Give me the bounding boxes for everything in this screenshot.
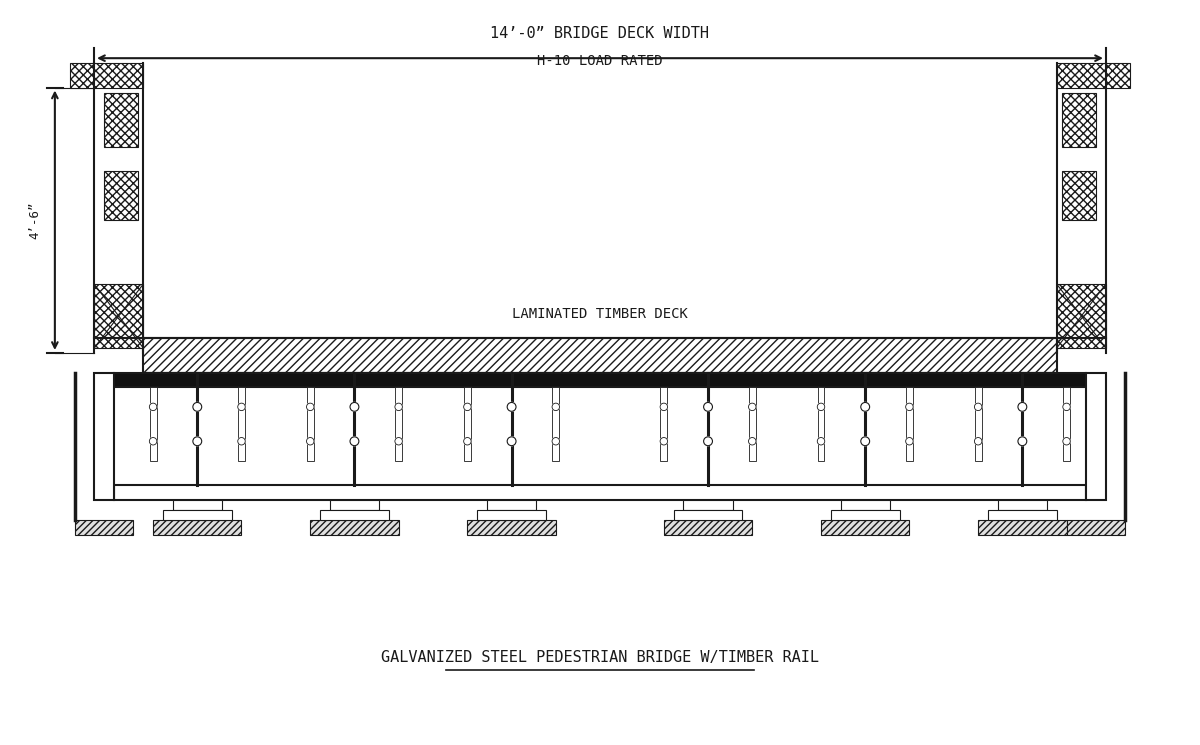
Circle shape: [817, 403, 824, 410]
Bar: [114, 486, 1086, 500]
Bar: [74, 520, 133, 535]
Bar: [307, 387, 313, 461]
Circle shape: [552, 437, 559, 445]
Circle shape: [817, 437, 824, 445]
Bar: [906, 387, 913, 461]
Circle shape: [149, 403, 157, 410]
Circle shape: [463, 403, 472, 410]
Circle shape: [395, 403, 402, 410]
Bar: [143, 338, 1057, 372]
Bar: [70, 63, 143, 88]
Bar: [1063, 387, 1070, 461]
Circle shape: [749, 437, 756, 445]
Bar: [464, 387, 470, 461]
Bar: [114, 372, 1086, 387]
Bar: [94, 372, 114, 500]
Bar: [320, 510, 389, 520]
Bar: [1067, 520, 1126, 535]
Bar: [552, 387, 559, 461]
Bar: [478, 510, 546, 520]
Bar: [330, 500, 379, 510]
Circle shape: [1018, 437, 1027, 446]
Text: LAMINATED TIMBER DECK: LAMINATED TIMBER DECK: [512, 306, 688, 320]
Bar: [998, 500, 1046, 510]
Circle shape: [508, 402, 516, 411]
Text: 14’-0” BRIDGE DECK WIDTH: 14’-0” BRIDGE DECK WIDTH: [491, 26, 709, 41]
Circle shape: [906, 403, 913, 410]
Bar: [988, 510, 1057, 520]
Circle shape: [350, 437, 359, 446]
Circle shape: [660, 437, 667, 445]
Bar: [150, 387, 156, 461]
Bar: [1057, 284, 1106, 348]
Circle shape: [238, 437, 245, 445]
Circle shape: [860, 402, 870, 411]
Bar: [664, 520, 752, 535]
Circle shape: [660, 403, 667, 410]
Bar: [821, 520, 910, 535]
Circle shape: [974, 437, 982, 445]
Bar: [173, 500, 222, 510]
Bar: [978, 520, 1067, 535]
Bar: [1062, 171, 1096, 221]
Bar: [104, 92, 138, 147]
Text: 4’-6”: 4’-6”: [29, 201, 42, 239]
Bar: [104, 171, 138, 221]
Circle shape: [974, 403, 982, 410]
Circle shape: [306, 437, 314, 445]
Circle shape: [306, 403, 314, 410]
Circle shape: [238, 403, 245, 410]
Bar: [154, 520, 241, 535]
Text: H-10 LOAD RATED: H-10 LOAD RATED: [538, 54, 662, 68]
Circle shape: [193, 437, 202, 446]
Bar: [163, 510, 232, 520]
Bar: [468, 520, 556, 535]
Bar: [841, 500, 889, 510]
Circle shape: [193, 402, 202, 411]
Circle shape: [149, 437, 157, 445]
Circle shape: [703, 437, 713, 446]
Text: GALVANIZED STEEL PEDESTRIAN BRIDGE W/TIMBER RAIL: GALVANIZED STEEL PEDESTRIAN BRIDGE W/TIM…: [382, 650, 818, 665]
Circle shape: [395, 437, 402, 445]
Bar: [684, 500, 732, 510]
Circle shape: [749, 403, 756, 410]
Bar: [395, 387, 402, 461]
Circle shape: [703, 402, 713, 411]
Bar: [673, 510, 743, 520]
Bar: [974, 387, 982, 461]
Bar: [817, 387, 824, 461]
Bar: [1062, 92, 1096, 147]
Circle shape: [508, 437, 516, 446]
Bar: [238, 387, 245, 461]
Circle shape: [552, 403, 559, 410]
Bar: [830, 510, 900, 520]
Circle shape: [1063, 403, 1070, 410]
Bar: [311, 520, 398, 535]
Circle shape: [1018, 402, 1027, 411]
Bar: [94, 284, 143, 348]
Circle shape: [463, 437, 472, 445]
Circle shape: [860, 437, 870, 446]
Circle shape: [906, 437, 913, 445]
Circle shape: [350, 402, 359, 411]
Bar: [749, 387, 756, 461]
Bar: [660, 387, 667, 461]
Bar: [1057, 63, 1130, 88]
Bar: [487, 500, 536, 510]
Circle shape: [1063, 437, 1070, 445]
Bar: [1086, 372, 1106, 500]
